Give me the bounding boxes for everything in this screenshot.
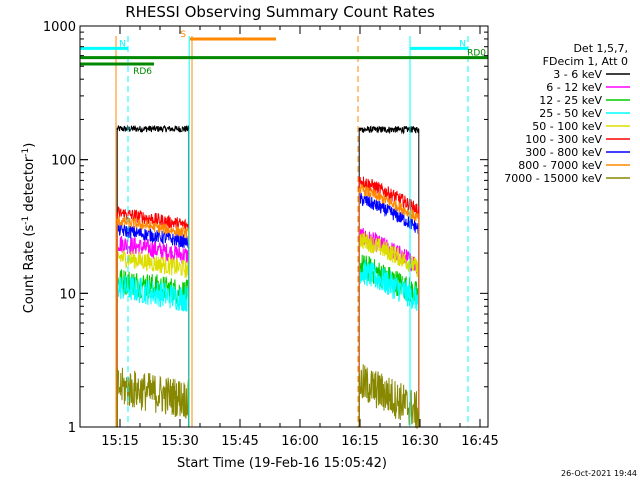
legend-entry-label: 25 - 50 keV [539, 107, 602, 120]
series-line [116, 367, 190, 427]
series-line [358, 125, 420, 427]
flag-label: RD6 [133, 67, 152, 77]
series-line [116, 222, 190, 427]
x-tick-label: 15:45 [221, 434, 258, 449]
y-label-sup: -1 [21, 216, 31, 225]
y-tick-label: 1 [68, 421, 76, 436]
series-line [116, 124, 190, 427]
x-tick-label: 16:30 [401, 434, 438, 449]
legend-header: Det 1,5,7, [573, 42, 628, 55]
x-tick-label: 16:15 [341, 434, 378, 449]
x-tick-label: 15:15 [101, 434, 138, 449]
series-line [116, 216, 190, 427]
legend-header: FDecim 1, Att 0 [543, 55, 628, 68]
x-axis-label: Start Time (19-Feb-16 15:05:42) [177, 456, 387, 471]
series-line [358, 364, 420, 429]
y-label-part: detector [22, 156, 37, 216]
series-line [358, 232, 420, 427]
series-line [358, 259, 420, 427]
flag-label: N [459, 39, 466, 49]
series-line [358, 192, 420, 427]
legend-entry-label: 800 - 7000 keV [518, 159, 602, 172]
y-tick-label: 100 [51, 154, 76, 169]
axes: 1 10 100 1000 15:15 15:30 15:45 16:00 16:15 16:30… [43, 20, 499, 449]
series-line [358, 176, 420, 427]
legend-entry-label: 12 - 25 keV [539, 94, 602, 107]
series-line [116, 235, 190, 427]
y-label-sup: -1 [21, 148, 31, 157]
legend-entry-label: 100 - 300 keV [525, 133, 602, 146]
y-axis-label: Count Rate (s-1 detector-1) [21, 143, 37, 314]
plot-frame [79, 25, 489, 428]
series-line [116, 247, 190, 427]
x-tick-label: 15:30 [161, 434, 198, 449]
flag-label: S [180, 30, 186, 40]
legend-entry-label: 3 - 6 keV [553, 68, 602, 81]
y-label-part: ) [22, 143, 37, 148]
series-line [116, 275, 190, 427]
flag-label: N [119, 39, 126, 49]
legend-entry-label: 50 - 100 keV [532, 120, 602, 133]
flag-label: RD0 [467, 49, 486, 59]
y-label-part: Count Rate (s [22, 225, 37, 314]
y-tick-label: 1000 [43, 20, 76, 35]
y-tick-label: 10 [59, 287, 76, 302]
series-layer [116, 124, 420, 429]
timestamp-label: 26-Oct-2021 19:44 [561, 469, 637, 478]
vertical-lines [115, 36, 469, 427]
chart-title: RHESSI Observing Summary Count Rates [125, 3, 435, 21]
legend-entry-label: 300 - 800 keV [525, 146, 602, 159]
legend-entry-label: 7000 - 15000 keV [504, 172, 602, 185]
x-tick-label: 16:45 [461, 434, 498, 449]
legend-entry-label: 6 - 12 keV [546, 81, 602, 94]
series-line [116, 206, 190, 427]
series-line [358, 183, 420, 427]
x-tick-label: 16:00 [281, 434, 318, 449]
